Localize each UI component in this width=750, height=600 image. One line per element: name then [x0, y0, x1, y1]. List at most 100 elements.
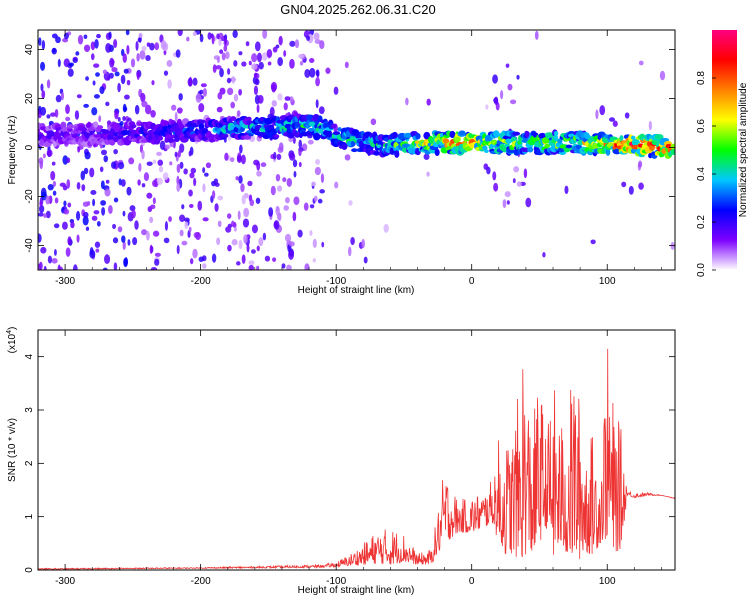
- spectrogram-cell: [63, 208, 70, 215]
- spectrogram-cell: [309, 57, 315, 63]
- spectrogram-cell: [217, 195, 224, 201]
- spectrogram-ridge-cell: [160, 120, 170, 127]
- spectrogram-cell: [638, 182, 644, 190]
- spectrogram-cell: [40, 106, 47, 116]
- spectrogram-ridge-cell: [619, 135, 624, 141]
- spectrogram-cell: [248, 260, 255, 266]
- spectrogram-cell: [670, 241, 675, 250]
- spectrogram-cell: [136, 71, 140, 81]
- spectrogram-cell: [242, 218, 250, 228]
- spectrogram-cell: [638, 60, 644, 66]
- spectrogram-cell: [38, 212, 44, 217]
- spectrogram-ridge-cell: [557, 147, 565, 153]
- spectrogram-cell: [141, 229, 148, 236]
- spectrogram-cell: [189, 258, 194, 265]
- spectrogram-cell: [129, 205, 136, 212]
- spectrogram-cell: [506, 200, 510, 205]
- spectrogram-ridge-cell: [512, 131, 521, 136]
- spectrogram-cell: [264, 255, 271, 262]
- spectrogram-cell: [283, 50, 287, 57]
- y-tick-label: 3: [24, 407, 35, 413]
- spectrogram-cell: [146, 230, 150, 241]
- spectrogram-cell: [315, 69, 320, 77]
- spectrogram-cell: [621, 181, 627, 188]
- spectrogram-cell: [304, 68, 311, 78]
- spectrogram-cell: [96, 33, 101, 39]
- spectrogram-cell: [231, 220, 235, 227]
- spectrogram-cell: [184, 221, 189, 230]
- spectrogram-cell: [46, 79, 51, 89]
- spectrogram-cell: [293, 170, 297, 178]
- colorbar-tick-label: 0.4: [696, 167, 707, 181]
- spectrogram-ridge-cell: [287, 132, 295, 139]
- spectrogram-cell: [276, 153, 282, 161]
- spectrogram-cell: [93, 142, 99, 148]
- spectrogram-cell: [307, 139, 314, 145]
- spectrogram-cell: [146, 161, 153, 166]
- spectrogram-cell: [154, 42, 160, 51]
- spectrogram-cell: [137, 179, 141, 186]
- spectrogram-cell: [84, 151, 91, 160]
- spectrogram-cell: [230, 101, 235, 109]
- spectrogram-cell: [277, 185, 283, 192]
- spectrogram-cell: [272, 257, 277, 262]
- spectrogram-cell: [45, 195, 50, 205]
- spectrogram-cell: [76, 234, 80, 243]
- spectrogram-cell: [612, 120, 618, 127]
- spectrogram-cell: [534, 30, 539, 40]
- spectrogram-cell: [502, 199, 507, 209]
- spectrogram-cell: [188, 189, 193, 197]
- spectrogram-cell: [564, 185, 569, 195]
- spectrogram-cell: [241, 154, 246, 165]
- spectrogram-cell: [284, 197, 290, 204]
- spectrogram-cell: [275, 44, 280, 49]
- x-tick-label: -300: [55, 276, 75, 287]
- spectrogram-cell: [61, 221, 68, 230]
- spectrogram-cell: [314, 166, 321, 176]
- spectrogram-cell: [202, 217, 209, 222]
- spectrogram-cell: [512, 178, 516, 184]
- spectrogram-cell: [318, 106, 325, 115]
- spectrogram-cell: [344, 154, 351, 161]
- spectrogram-cell: [426, 98, 431, 106]
- spectrogram-cell: [90, 53, 95, 61]
- spectrogram-cell: [233, 60, 238, 67]
- spectrogram-cell: [251, 224, 258, 234]
- y-tick-label: -20: [24, 189, 35, 204]
- spectrogram-cell: [52, 190, 57, 196]
- spectrogram-cell: [239, 144, 243, 154]
- spectrogram-cell: [50, 170, 56, 181]
- spectrogram-ridge-cell: [553, 133, 558, 142]
- spectrogram-cell: [247, 180, 253, 187]
- spectrogram-x-axis-label: Height of straight line (km): [298, 285, 415, 296]
- spectrogram-ridge-cell: [565, 144, 573, 149]
- spectrogram-ridge-cell: [332, 131, 341, 136]
- spectrogram-cell: [124, 257, 128, 267]
- colorbar-axis: 0.0 0.2 0.4 0.6 0.8: [696, 71, 716, 277]
- spectrogram-cell: [85, 226, 90, 231]
- spectrogram-cell: [299, 61, 304, 66]
- spectrogram-cell: [176, 244, 180, 255]
- spectrogram-cell: [164, 144, 170, 150]
- spectrogram-cell: [195, 232, 201, 241]
- spectrogram-cell: [39, 160, 43, 170]
- spectrogram-cell: [114, 110, 119, 120]
- spectrogram-cell: [325, 67, 331, 74]
- spectrogram-cell: [57, 58, 61, 68]
- spectrogram-cell: [243, 234, 248, 244]
- spectrogram-cell: [134, 220, 139, 230]
- spectrogram-cell: [224, 35, 227, 46]
- spectrogram-cell: [83, 167, 89, 175]
- spectrogram-cell: [75, 51, 80, 56]
- spectrogram-cell: [179, 229, 184, 237]
- colorbar-gradient: [712, 30, 737, 270]
- spectrogram-cell: [123, 68, 129, 74]
- spectrogram-cell: [223, 45, 228, 52]
- spectrogram-cell: [273, 221, 278, 228]
- spectrogram-cell: [59, 182, 66, 187]
- spectrogram-cell: [241, 194, 246, 205]
- spectrogram-cell: [499, 89, 504, 100]
- spectrogram-cell: [81, 184, 86, 192]
- spectrogram-cell: [608, 117, 616, 122]
- spectrogram-ridge-cell: [434, 148, 440, 156]
